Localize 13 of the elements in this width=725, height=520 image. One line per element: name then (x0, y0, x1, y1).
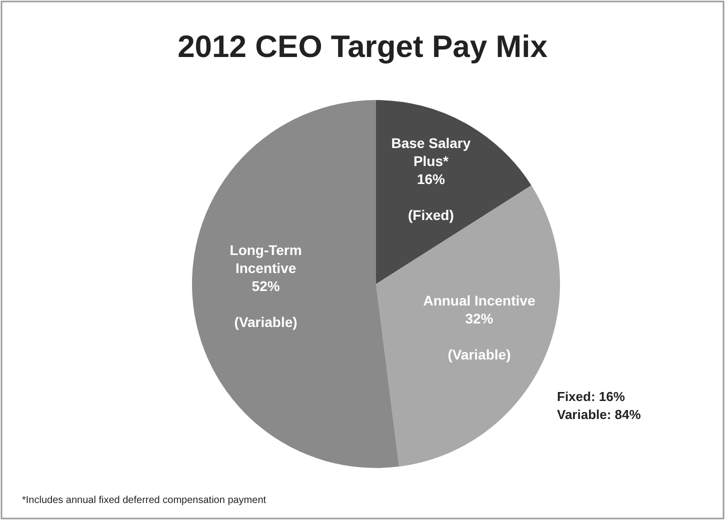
data-label: 52% (252, 278, 280, 294)
slice-label: Base Salary Plus* (391, 135, 471, 170)
text: (Variable) (234, 314, 298, 330)
slice-label: Annual Incentive (423, 292, 536, 309)
slice-label: Long-Term Incentive (230, 242, 302, 276)
data-label: 16% (416, 171, 446, 188)
text: (Variable) (448, 346, 511, 363)
data-label: 32% (465, 310, 494, 327)
pie-slice (376, 100, 532, 284)
text: Fixed: 16% Variable: 84% (557, 389, 642, 422)
text: *Includes annual fixed deferred compensation payment (22, 495, 266, 506)
text: (Fixed) (408, 207, 454, 224)
chart-title: 2012 CEO Target Pay Mix (178, 29, 548, 64)
